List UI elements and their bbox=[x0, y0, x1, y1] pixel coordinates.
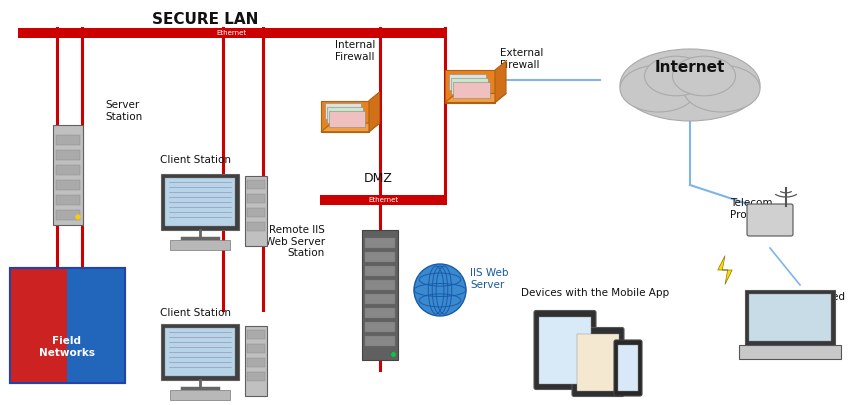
FancyBboxPatch shape bbox=[245, 326, 267, 396]
FancyBboxPatch shape bbox=[745, 290, 835, 345]
FancyBboxPatch shape bbox=[321, 100, 369, 132]
FancyBboxPatch shape bbox=[539, 316, 591, 384]
FancyBboxPatch shape bbox=[161, 324, 239, 380]
FancyBboxPatch shape bbox=[247, 180, 265, 189]
FancyBboxPatch shape bbox=[170, 240, 230, 250]
FancyBboxPatch shape bbox=[618, 345, 638, 391]
FancyBboxPatch shape bbox=[749, 294, 831, 341]
Text: Field
Networks: Field Networks bbox=[39, 337, 95, 358]
FancyBboxPatch shape bbox=[161, 174, 239, 230]
FancyBboxPatch shape bbox=[365, 308, 395, 318]
FancyBboxPatch shape bbox=[365, 238, 395, 248]
FancyBboxPatch shape bbox=[56, 180, 80, 190]
FancyBboxPatch shape bbox=[614, 340, 642, 396]
Text: Internet: Internet bbox=[654, 60, 725, 75]
FancyBboxPatch shape bbox=[247, 358, 265, 367]
Polygon shape bbox=[445, 94, 506, 102]
FancyBboxPatch shape bbox=[56, 150, 80, 160]
Text: Telecom
Provider: Telecom Provider bbox=[730, 198, 774, 220]
FancyBboxPatch shape bbox=[739, 345, 841, 359]
FancyBboxPatch shape bbox=[451, 77, 489, 94]
FancyBboxPatch shape bbox=[365, 294, 395, 304]
Polygon shape bbox=[717, 256, 732, 284]
FancyBboxPatch shape bbox=[245, 176, 267, 246]
FancyBboxPatch shape bbox=[453, 81, 490, 98]
FancyBboxPatch shape bbox=[165, 178, 235, 226]
FancyBboxPatch shape bbox=[365, 322, 395, 332]
FancyBboxPatch shape bbox=[362, 230, 398, 360]
Ellipse shape bbox=[620, 65, 697, 112]
FancyBboxPatch shape bbox=[365, 266, 395, 276]
FancyBboxPatch shape bbox=[534, 311, 596, 390]
Ellipse shape bbox=[644, 56, 707, 96]
Text: Ethernet: Ethernet bbox=[216, 30, 246, 36]
Ellipse shape bbox=[620, 49, 760, 121]
Text: Server
Station: Server Station bbox=[105, 100, 142, 122]
FancyBboxPatch shape bbox=[247, 372, 265, 381]
Text: Remote IIS
Web Server
Station: Remote IIS Web Server Station bbox=[265, 225, 325, 258]
Text: DMZ: DMZ bbox=[364, 172, 393, 185]
FancyBboxPatch shape bbox=[365, 336, 395, 346]
FancyBboxPatch shape bbox=[577, 333, 619, 390]
FancyBboxPatch shape bbox=[449, 73, 486, 90]
FancyBboxPatch shape bbox=[247, 208, 265, 217]
Ellipse shape bbox=[672, 56, 735, 96]
FancyBboxPatch shape bbox=[247, 194, 265, 203]
Text: IIS Web
Server: IIS Web Server bbox=[470, 268, 508, 290]
Text: Devices with the Mobile App: Devices with the Mobile App bbox=[521, 288, 669, 298]
Text: Client Station: Client Station bbox=[160, 155, 231, 165]
FancyBboxPatch shape bbox=[56, 135, 80, 145]
FancyBboxPatch shape bbox=[247, 222, 265, 231]
Text: Internal
Firewall: Internal Firewall bbox=[335, 40, 375, 62]
FancyBboxPatch shape bbox=[18, 28, 445, 38]
Polygon shape bbox=[321, 123, 380, 132]
FancyBboxPatch shape bbox=[320, 195, 447, 205]
Circle shape bbox=[76, 215, 80, 219]
Text: Ethernet: Ethernet bbox=[368, 197, 398, 203]
FancyBboxPatch shape bbox=[56, 165, 80, 175]
Ellipse shape bbox=[683, 65, 760, 112]
FancyBboxPatch shape bbox=[365, 280, 395, 290]
FancyBboxPatch shape bbox=[247, 344, 265, 353]
FancyBboxPatch shape bbox=[329, 111, 365, 127]
Polygon shape bbox=[369, 92, 380, 132]
FancyBboxPatch shape bbox=[10, 268, 125, 383]
Text: Browser-based
Flex Client
Station: Browser-based Flex Client Station bbox=[768, 292, 845, 325]
Text: External
Firewall: External Firewall bbox=[500, 48, 543, 70]
FancyBboxPatch shape bbox=[10, 268, 67, 383]
FancyBboxPatch shape bbox=[325, 103, 361, 119]
FancyBboxPatch shape bbox=[445, 70, 495, 102]
FancyBboxPatch shape bbox=[67, 268, 125, 383]
Text: SECURE LAN: SECURE LAN bbox=[152, 12, 258, 27]
FancyBboxPatch shape bbox=[365, 252, 395, 262]
FancyBboxPatch shape bbox=[327, 107, 363, 123]
Polygon shape bbox=[495, 61, 506, 102]
FancyBboxPatch shape bbox=[170, 390, 230, 400]
FancyBboxPatch shape bbox=[247, 330, 265, 339]
FancyBboxPatch shape bbox=[572, 328, 624, 396]
FancyBboxPatch shape bbox=[56, 195, 80, 205]
Circle shape bbox=[414, 264, 466, 316]
FancyBboxPatch shape bbox=[747, 204, 793, 236]
FancyBboxPatch shape bbox=[53, 125, 83, 225]
Text: Client Station: Client Station bbox=[160, 308, 231, 318]
FancyBboxPatch shape bbox=[56, 210, 80, 220]
FancyBboxPatch shape bbox=[165, 328, 235, 376]
